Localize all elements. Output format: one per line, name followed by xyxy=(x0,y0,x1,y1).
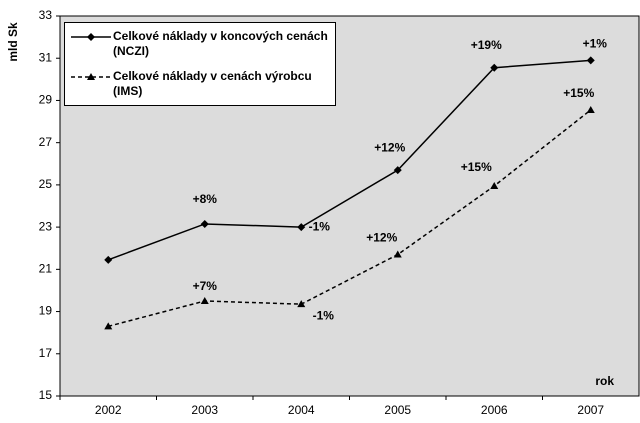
data-label: +15% xyxy=(461,160,492,174)
legend-swatch xyxy=(71,73,111,80)
x-tick-label: 2004 xyxy=(288,403,315,417)
x-axis-label: rok xyxy=(595,374,614,388)
y-tick-label: 29 xyxy=(39,93,53,107)
data-label: +8% xyxy=(193,192,218,206)
legend: Celkové náklady v koncových cenách (NCZI… xyxy=(64,22,336,106)
marker xyxy=(87,33,95,41)
marker xyxy=(586,56,595,65)
data-label: -1% xyxy=(313,308,335,322)
marker xyxy=(104,322,113,330)
data-label: +7% xyxy=(193,279,218,293)
y-tick-label: 25 xyxy=(39,177,53,191)
marker xyxy=(297,223,306,232)
x-tick-label: 2005 xyxy=(384,403,411,417)
legend-entry: Celkové náklady v cenách výrobcu (IMS) xyxy=(113,69,312,98)
y-tick-label: 31 xyxy=(39,50,53,64)
y-tick-label: 21 xyxy=(39,262,53,276)
y-tick-label: 17 xyxy=(39,346,53,360)
marker xyxy=(200,297,209,304)
legend-entry: Celkové náklady v koncových cenách (NCZI… xyxy=(113,29,328,58)
legend-swatch xyxy=(71,33,111,41)
series-line xyxy=(108,109,592,328)
marker xyxy=(200,219,209,228)
data-label: +12% xyxy=(366,231,397,245)
data-label: +19% xyxy=(471,38,502,52)
marker xyxy=(490,181,499,189)
marker xyxy=(393,166,402,175)
y-tick-label: 33 xyxy=(39,8,53,22)
y-tick-label: 23 xyxy=(39,219,53,233)
data-label: -1% xyxy=(309,219,331,233)
x-tick-label: 2006 xyxy=(481,403,508,417)
y-tick-label: 27 xyxy=(39,135,53,149)
data-label: +15% xyxy=(563,86,594,100)
marker xyxy=(104,255,113,264)
y-axis-label: mld Sk xyxy=(6,22,20,62)
x-tick-label: 2002 xyxy=(95,403,122,417)
marker xyxy=(393,250,402,258)
marker xyxy=(87,73,95,80)
data-label: +12% xyxy=(374,140,405,154)
y-tick-label: 15 xyxy=(39,388,53,402)
x-tick-label: 2003 xyxy=(191,403,218,417)
x-tick-label: 2007 xyxy=(577,403,604,417)
marker xyxy=(297,300,306,308)
y-tick-label: 19 xyxy=(39,304,53,318)
marker xyxy=(586,105,595,113)
data-label: +1% xyxy=(583,37,608,51)
series-line xyxy=(107,59,591,261)
marker xyxy=(490,63,499,72)
